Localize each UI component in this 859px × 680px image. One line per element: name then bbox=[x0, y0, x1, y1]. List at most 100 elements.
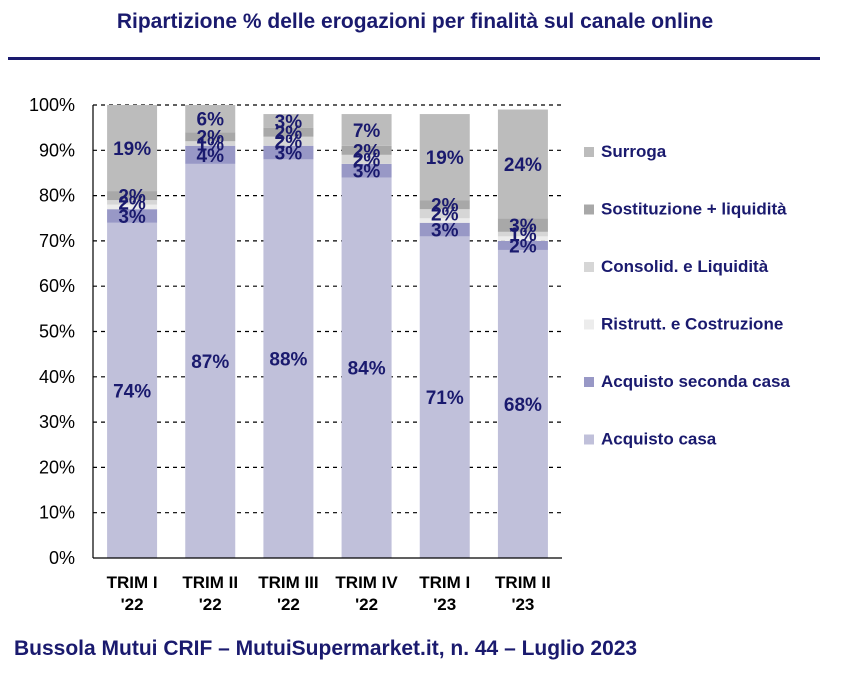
data-label: 68% bbox=[504, 395, 542, 416]
data-label: 7% bbox=[353, 121, 381, 142]
bar-segment bbox=[497, 231, 548, 237]
legend-label: Sostituzione + liquidità bbox=[601, 200, 787, 219]
x-tick-label: TRIM III bbox=[258, 573, 318, 592]
legend-swatch bbox=[584, 204, 594, 215]
axes: 0% 10% 20% 30% 40% 50% 60% 70% 80% 90% 100% TRIM I '… bbox=[29, 95, 562, 614]
title-divider bbox=[8, 57, 820, 60]
bar-segment bbox=[497, 249, 548, 558]
data-label: 88% bbox=[269, 350, 307, 371]
bar-segment bbox=[185, 141, 236, 146]
legend-swatch bbox=[584, 319, 594, 330]
bar-segment bbox=[263, 127, 314, 137]
bars bbox=[107, 105, 548, 559]
legend-swatch bbox=[584, 147, 594, 157]
data-label: 3% bbox=[275, 144, 303, 165]
bar-segment bbox=[497, 240, 548, 250]
x-tick-label: '22 bbox=[121, 595, 144, 614]
legend-swatch bbox=[584, 377, 594, 387]
bar-segment bbox=[497, 109, 548, 219]
y-tick-label: 90% bbox=[39, 140, 75, 160]
x-tick-label: '23 bbox=[433, 595, 456, 614]
bar-segment bbox=[341, 154, 392, 164]
legend-label: Acquisto seconda casa bbox=[601, 372, 791, 391]
data-label: 19% bbox=[113, 139, 151, 160]
y-tick-label: 60% bbox=[39, 276, 75, 296]
data-label: 4% bbox=[197, 146, 225, 167]
legend-label: Ristrutt. e Costruzione bbox=[601, 315, 783, 334]
bar-segment bbox=[419, 222, 470, 237]
bar-segment bbox=[341, 145, 392, 155]
bar-segment bbox=[419, 200, 470, 210]
data-label: 2% bbox=[275, 123, 303, 144]
y-tick-label: 80% bbox=[39, 186, 75, 206]
bar-segment bbox=[341, 177, 392, 559]
data-label: 84% bbox=[348, 359, 386, 380]
bar-segment bbox=[419, 236, 470, 558]
chart-title: Ripartizione % delle erogazioni per fina… bbox=[116, 10, 714, 33]
bar-segment bbox=[497, 236, 548, 241]
y-tick-label: 70% bbox=[39, 231, 75, 251]
data-label: 6% bbox=[197, 110, 225, 131]
data-label: 87% bbox=[191, 352, 229, 373]
bar-segment bbox=[263, 136, 314, 146]
x-tick-label: '22 bbox=[277, 595, 300, 614]
data-label: 3% bbox=[275, 112, 303, 133]
y-tick-label: 30% bbox=[39, 412, 75, 432]
data-label: 3% bbox=[509, 216, 537, 237]
y-tick-label: 100% bbox=[29, 95, 75, 115]
data-label: 2% bbox=[275, 132, 303, 153]
x-tick-label: '23 bbox=[511, 595, 534, 614]
data-label: 24% bbox=[504, 155, 542, 176]
x-tick-label: TRIM I bbox=[419, 573, 470, 592]
x-tick-label: TRIM II bbox=[495, 573, 551, 592]
data-label: 2% bbox=[118, 193, 146, 214]
bar-segment bbox=[497, 218, 548, 232]
x-tick-label: TRIM I bbox=[107, 573, 158, 592]
legend-label: Acquisto casa bbox=[601, 430, 717, 449]
data-label: 3% bbox=[118, 207, 146, 228]
data-label: 2% bbox=[353, 150, 381, 171]
bar-segment bbox=[419, 209, 470, 219]
bar-segment bbox=[419, 218, 470, 223]
data-label: 71% bbox=[426, 388, 464, 409]
legend-swatch bbox=[584, 434, 594, 445]
bar-segment bbox=[107, 105, 158, 192]
legend-label: Consolid. e Liquidità bbox=[601, 257, 769, 276]
x-tick-label: TRIM II bbox=[182, 573, 238, 592]
bar-segment bbox=[263, 114, 314, 128]
legend-swatch bbox=[584, 262, 594, 272]
bar-segment bbox=[341, 114, 392, 146]
data-label: 2% bbox=[118, 187, 146, 208]
bar-segment bbox=[263, 145, 314, 160]
bar-segment bbox=[341, 163, 392, 178]
data-label: 1% bbox=[197, 135, 225, 156]
data-label: 2% bbox=[353, 141, 381, 162]
legend: Surroga Sostituzione + liquidità Consolid.… bbox=[584, 142, 791, 449]
x-tick-label: '22 bbox=[199, 595, 222, 614]
data-label: 2% bbox=[197, 128, 225, 149]
source-footer: Bussola Mutui CRIF – MutuiSupermarket.it… bbox=[14, 637, 638, 660]
y-tick-label: 50% bbox=[39, 322, 75, 342]
bar-segment bbox=[185, 145, 236, 164]
bar-segment bbox=[185, 132, 236, 142]
data-label: 3% bbox=[353, 162, 381, 183]
data-label: 2% bbox=[431, 205, 459, 226]
data-label: 3% bbox=[431, 221, 459, 242]
data-label: 1% bbox=[509, 225, 537, 246]
bar-segment bbox=[107, 204, 158, 210]
bar-segment bbox=[263, 159, 314, 559]
data-label: 74% bbox=[113, 381, 151, 402]
bar-segment bbox=[107, 222, 158, 558]
data-label: 2% bbox=[509, 236, 537, 257]
y-tick-label: 10% bbox=[39, 503, 75, 523]
bar-segment bbox=[419, 114, 470, 201]
gridlines bbox=[93, 104, 562, 514]
legend-label: Surroga bbox=[601, 142, 667, 161]
y-tick-label: 0% bbox=[49, 548, 75, 568]
bar-segment bbox=[185, 105, 236, 133]
bar-segment bbox=[185, 163, 236, 558]
y-tick-label: 20% bbox=[39, 457, 75, 477]
x-tick-label: '22 bbox=[355, 595, 378, 614]
bar-segment bbox=[107, 209, 158, 223]
data-labels: 74%3%2%2%19%87%4%1%2%6%88%3%2%2%3%84%3%2… bbox=[113, 110, 542, 416]
